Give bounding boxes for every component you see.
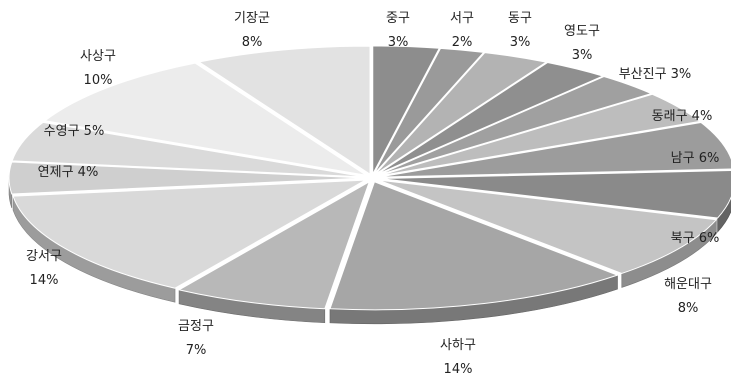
slice-label-13: 수영구 5% — [44, 124, 105, 139]
slice-label-pct-1: 2% — [452, 35, 473, 50]
slice-label-11: 강서구 14% — [26, 249, 62, 288]
slice-label-pct-2: 3% — [510, 35, 531, 50]
pie-slice-10 — [177, 180, 371, 310]
slice-label-15: 기장군 8% — [234, 11, 270, 50]
slice-label-12: 연제구 4% — [38, 165, 99, 180]
slice-label-name-11: 강서구 — [26, 249, 62, 264]
pie-slice-13 — [11, 121, 365, 178]
pie-slice-7 — [379, 170, 731, 219]
slice-label-14: 사상구 10% — [80, 49, 116, 88]
slice-label-name-8: 해운대구 — [664, 277, 712, 292]
slice-label-name-14: 사상구 — [80, 49, 116, 64]
slice-label-9: 사하구 14% — [440, 338, 476, 377]
pie-slice-6 — [379, 121, 731, 178]
slice-label-0: 중구 3% — [386, 11, 410, 50]
slice-label-name-15: 기장군 — [234, 11, 270, 26]
slice-label-10: 금정구 7% — [178, 319, 214, 358]
pie-slice-side-7 — [717, 196, 731, 233]
slice-label-pct-9: 14% — [444, 362, 473, 377]
slice-label-pct-15: 8% — [242, 35, 263, 50]
pie-slice-0 — [372, 45, 441, 175]
pie-slice-2 — [374, 52, 548, 175]
pie-slice-14 — [43, 62, 367, 176]
slice-label-name-9: 사하구 — [440, 338, 476, 353]
slice-label-8: 해운대구 8% — [664, 277, 712, 316]
slice-label-1: 서구 2% — [450, 11, 474, 50]
slice-label-name-0: 중구 — [386, 11, 410, 26]
pie-slice-12 — [8, 161, 365, 195]
pie-slice-9 — [329, 181, 619, 311]
pie-slice-3 — [376, 61, 605, 176]
slice-label-name-1: 서구 — [450, 11, 474, 26]
slice-label-6: 남구 6% — [671, 151, 720, 166]
pie-slice-5 — [378, 93, 702, 177]
slice-label-name-3: 영도구 — [564, 24, 600, 39]
pie-slice-15 — [197, 45, 371, 176]
slice-label-pct-0: 3% — [388, 35, 409, 50]
slice-label-pct-8: 8% — [678, 301, 699, 316]
slice-labels: 중구 3% 서구 2% 동구 3% 영도구 3% 부산진구 3% 동래구 4% 남구 6% 북구 6%… — [26, 11, 719, 377]
slice-label-name-2: 동구 — [508, 11, 532, 26]
slice-tops — [8, 45, 731, 311]
pie-slice-8 — [378, 179, 718, 274]
slice-label-name-10: 금정구 — [178, 319, 214, 334]
pie-slice-4 — [377, 76, 653, 176]
pie-slice-1 — [373, 47, 485, 175]
slice-label-4: 부산진구 3% — [619, 67, 692, 82]
slice-label-pct-3: 3% — [572, 48, 593, 63]
slice-label-pct-14: 10% — [84, 73, 113, 88]
pie-slice-11 — [12, 179, 366, 289]
slice-label-7: 북구 6% — [671, 231, 720, 246]
slice-label-2: 동구 3% — [508, 11, 532, 50]
slice-label-5: 동래구 4% — [652, 109, 713, 124]
slice-label-pct-11: 14% — [30, 273, 59, 288]
slice-label-3: 영도구 3% — [564, 24, 600, 63]
slice-label-pct-10: 7% — [186, 343, 207, 358]
